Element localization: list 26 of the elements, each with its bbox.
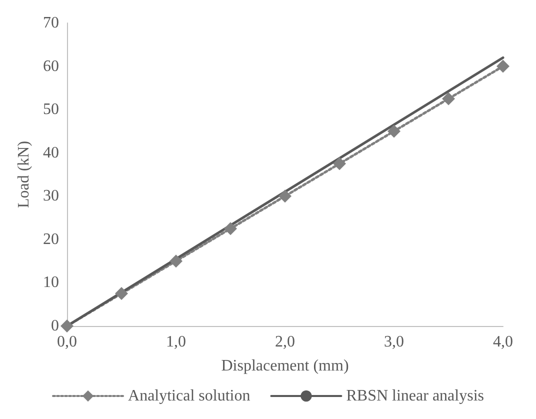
legend-label: Analytical solution <box>128 388 250 404</box>
x-tick-label: 4,0 <box>493 334 513 350</box>
point <box>442 92 455 106</box>
x-tick-label: 3,0 <box>384 334 404 350</box>
legend-label: RBSN linear analysis <box>346 388 484 404</box>
y-tick-label: 70 <box>43 14 59 32</box>
y-tick-label: 40 <box>43 144 59 162</box>
point <box>170 254 182 268</box>
y-tick-label: 50 <box>43 101 59 118</box>
point <box>278 190 292 203</box>
point <box>224 222 237 236</box>
point <box>388 124 400 138</box>
y-axis-title: Load (kN) <box>16 140 32 208</box>
y-tick-label: 0 <box>51 318 59 334</box>
point <box>60 320 74 332</box>
y-tick-label: 30 <box>43 188 59 205</box>
y-tick-label: 10 <box>43 274 59 292</box>
x-tick-label: 0,0 <box>57 334 77 350</box>
x-tick-label: 1,0 <box>166 334 186 350</box>
x-tick-label: 2,0 <box>275 334 295 350</box>
x-axis-title: Displacement (mm) <box>221 358 349 374</box>
point <box>333 157 346 170</box>
point <box>496 60 510 73</box>
point <box>115 287 128 300</box>
y-tick-label: 60 <box>43 58 59 75</box>
y-tick-label: 20 <box>43 230 59 248</box>
